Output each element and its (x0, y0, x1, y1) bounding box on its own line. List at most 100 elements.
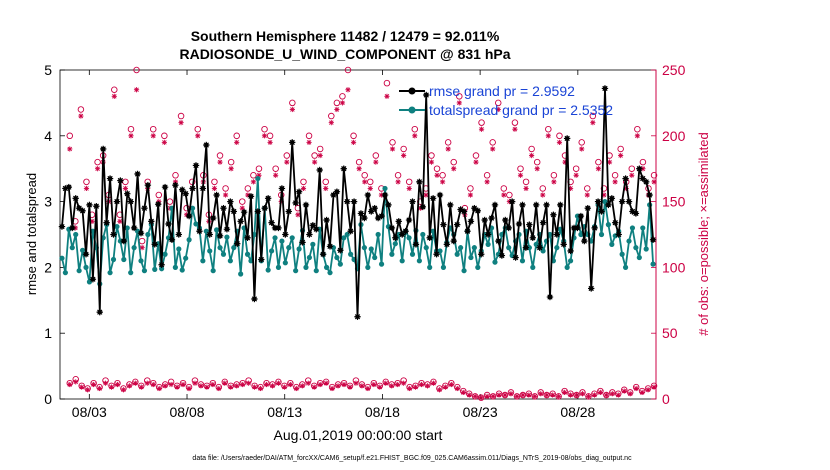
rmse-point (161, 183, 169, 191)
rmse-point (526, 221, 533, 228)
rmse-point (319, 251, 327, 258)
rmse-point (409, 198, 416, 205)
rmse-point (292, 199, 299, 207)
obs-assimilated-point (395, 179, 401, 185)
totalspread-point (79, 247, 86, 253)
rmse-point (316, 166, 323, 174)
obs-possible-point (155, 191, 163, 199)
rmse-point (62, 185, 69, 192)
obs-assimilated-point (306, 139, 312, 145)
obs-assimilated-point (639, 389, 645, 396)
obs-possible-point (595, 158, 602, 166)
x-tick-label: 08/23 (463, 404, 498, 420)
y-tick-label-left: 0 (44, 391, 52, 407)
obs-possible-point (501, 391, 509, 399)
obs-assimilated-point (67, 146, 73, 152)
rmse-point (295, 188, 303, 195)
totalspread-point (189, 205, 196, 211)
totalspread-point (306, 254, 312, 261)
obs-assimilated-point (128, 133, 134, 139)
totalspread-point (62, 270, 68, 276)
totalspread-point (622, 264, 629, 270)
obs-assimilated-point (495, 106, 501, 113)
obs-assimilated-point (478, 126, 485, 132)
obs-assimilated-point (67, 381, 73, 388)
rmse-point (220, 204, 227, 212)
rmse-point (203, 141, 210, 149)
totalspread-point (313, 268, 319, 274)
obs-assimilated-point (204, 384, 210, 390)
obs-possible-point (531, 393, 539, 400)
totalspread-point (427, 264, 433, 270)
rmse-point (429, 195, 437, 202)
obs-possible-point (400, 145, 407, 153)
obs-possible-point (372, 152, 380, 159)
rmse-point (347, 228, 354, 235)
totalspread-point (255, 175, 261, 182)
obs-assimilated-point (478, 395, 484, 401)
totalspread-point (220, 251, 227, 257)
obs-possible-point (483, 172, 491, 179)
totalspread-point (440, 264, 447, 270)
obs-assimilated-point (512, 126, 518, 132)
obs-assimilated-point (168, 381, 174, 388)
totalspread-point (162, 251, 168, 257)
obs-possible-point (389, 139, 396, 146)
obs-assimilated-point (490, 393, 496, 399)
obs-assimilated-point (144, 380, 150, 386)
rmse-point (419, 203, 427, 211)
totalspread-point (73, 231, 79, 238)
obs-possible-point (94, 158, 101, 166)
obs-assimilated-point (180, 381, 186, 388)
rmse-point (75, 204, 83, 212)
obs-assimilated-point (250, 179, 256, 185)
obs-possible-point (127, 125, 135, 133)
y-tick-label-right: 50 (662, 325, 678, 341)
totalspread-point (59, 255, 65, 261)
obs-assimilated-point (195, 133, 201, 139)
totalspread-point (303, 264, 309, 270)
obs-assimilated-point (362, 179, 368, 185)
rmse-point (124, 190, 131, 197)
totalspread-point (519, 258, 526, 264)
totalspread-point (605, 222, 611, 228)
obs-possible-point (628, 165, 636, 172)
obs-assimilated-point (234, 139, 240, 145)
obs-possible-point (66, 132, 74, 140)
obs-assimilated-point (412, 133, 418, 139)
totalspread-point (200, 258, 206, 264)
obs-assimilated-point (353, 380, 359, 386)
rmse-point (629, 208, 636, 215)
rmse-point (179, 186, 186, 193)
obs-possible-point (500, 185, 508, 192)
obs-assimilated-point (257, 385, 264, 392)
rmse-point (543, 201, 550, 209)
obs-assimilated-point (532, 393, 538, 399)
rmse-point (495, 237, 502, 245)
obs-assimilated-point (261, 133, 268, 139)
rmse-point (539, 219, 547, 226)
obs-possible-point (227, 158, 235, 166)
obs-assimilated-point (108, 384, 115, 390)
totalspread-point (110, 256, 117, 263)
rmse-point (642, 178, 650, 186)
rmse-point (106, 175, 114, 182)
rmse-point (275, 224, 282, 232)
rmse-point (368, 208, 375, 215)
totalspread-point (475, 264, 481, 270)
rmse-point (488, 214, 495, 222)
totalspread-point (207, 248, 213, 254)
obs-assimilated-point (210, 381, 216, 388)
obs-assimilated-point (228, 384, 234, 390)
obs-assimilated-point (350, 139, 357, 145)
obs-assimilated-point (287, 381, 293, 388)
obs-assimilated-point (395, 381, 401, 388)
obs-assimilated-point (407, 385, 413, 392)
obs-assimilated-point (347, 384, 353, 390)
rmse-point (361, 214, 368, 222)
rmse-point (69, 224, 76, 232)
totalspread-point (265, 267, 271, 273)
obs-assimilated-point (579, 391, 586, 397)
totalspread-point (530, 264, 536, 270)
totalspread-point (121, 256, 127, 263)
